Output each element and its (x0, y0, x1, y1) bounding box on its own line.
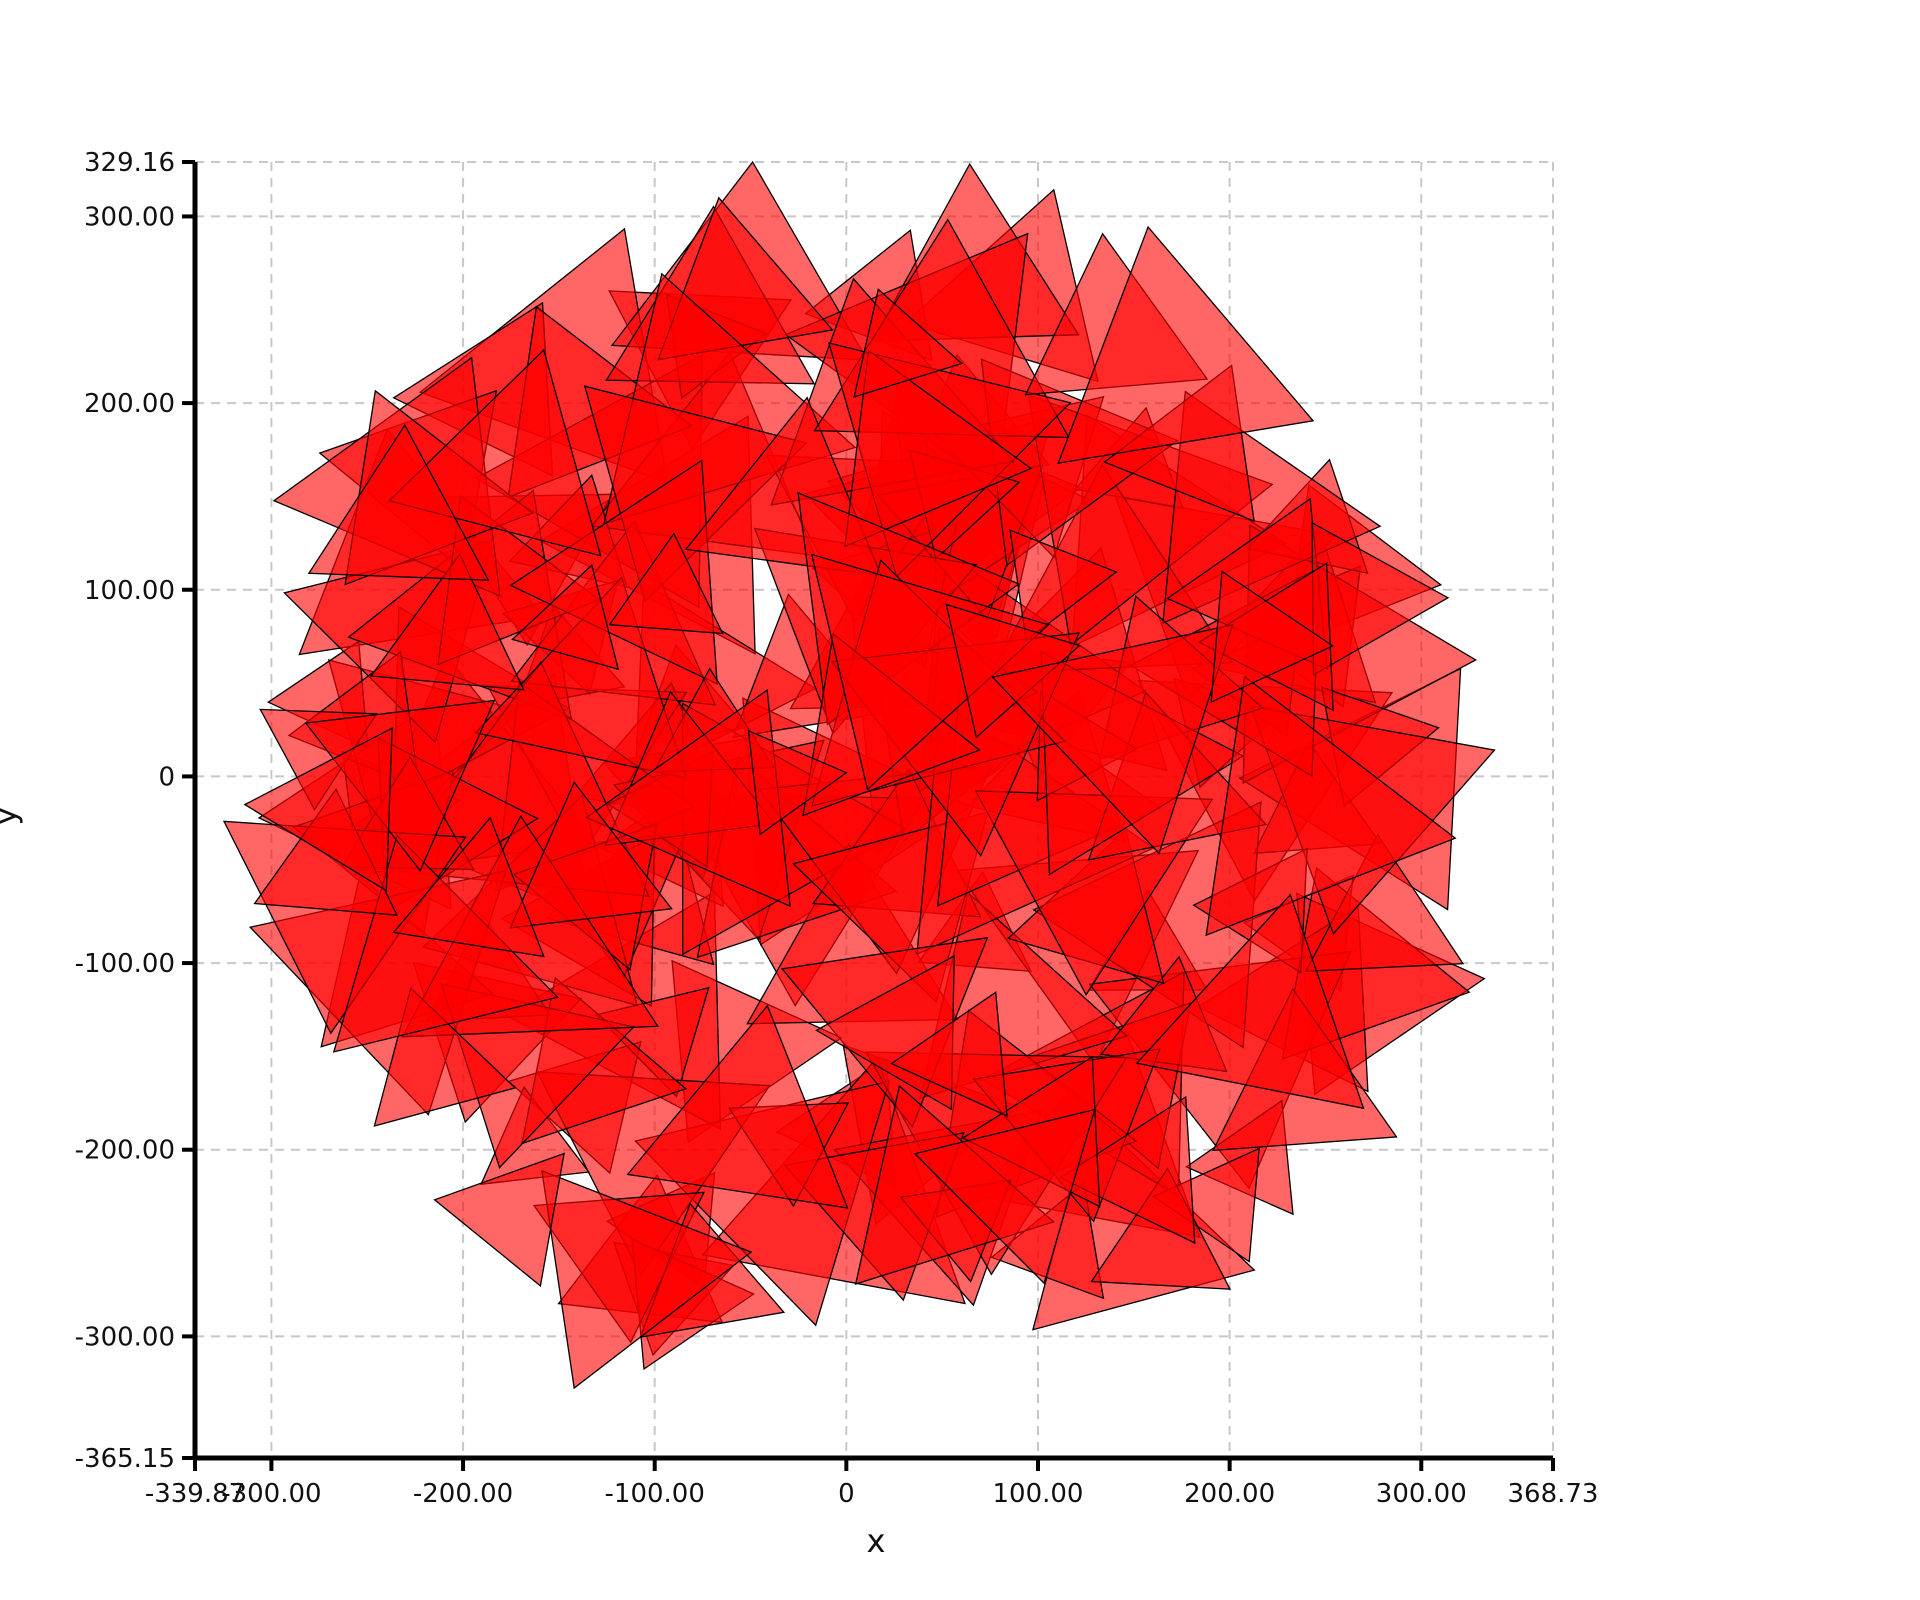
triangle-marker (608, 532, 724, 635)
triangle-marker (626, 1004, 849, 1209)
triangle-marker (307, 423, 490, 581)
triangle-marker (890, 991, 1008, 1117)
triangle-marker (1057, 225, 1315, 464)
y-tick-label: 0 (158, 762, 175, 792)
y-tick-label: 300.00 (84, 202, 175, 232)
triangle-marker (509, 781, 673, 929)
x-axis-ticks: -339.87-300.00 -200.00 -100.00 0 100.00 200.0… (145, 1458, 1599, 1509)
triangle-marker (1009, 529, 1118, 642)
triangle-marker (541, 1169, 753, 1390)
triangle-marker (1059, 1095, 1196, 1245)
triangle-marker (844, 349, 1033, 548)
x-axis-title: x (867, 1522, 886, 1560)
triangle-marker (1152, 1147, 1260, 1263)
triangle-marker (433, 1152, 565, 1288)
triangle-marker (1135, 893, 1365, 1110)
x-tick-label: 200.00 (1184, 1479, 1275, 1509)
y-axis-ticks: -365.15 -300.00 -200.00 -100.00 0 100.00 200.0… (75, 148, 195, 1474)
triangle-marker (991, 623, 1234, 855)
triangle-marker (1205, 675, 1457, 937)
y-tick-label: 329.16 (84, 148, 175, 178)
y-tick-label: 100.00 (84, 576, 175, 606)
y-tick-label: 200.00 (84, 389, 175, 419)
y-tick-label: -100.00 (75, 949, 175, 979)
axes (192, 162, 1553, 1461)
x-tick-label: -200.00 (413, 1479, 513, 1509)
triangle-marker (747, 729, 848, 836)
triangle-marker (243, 727, 393, 892)
triangle-marker (913, 1108, 1096, 1285)
x-tick-label: -300.00 (221, 1479, 321, 1509)
y-axis-title: y (0, 807, 24, 826)
triangle-marker (853, 288, 964, 398)
x-tick-label: -339.87 (145, 1479, 245, 1509)
y-tick-label: -365.15 (75, 1444, 175, 1474)
x-tick-label: 100.00 (992, 1479, 1083, 1509)
x-tick-label: 300.00 (1376, 1479, 1467, 1509)
y-tick-label: -200.00 (75, 1136, 175, 1166)
triangle-marker (810, 553, 1050, 791)
y-tick-label: -300.00 (75, 1322, 175, 1352)
triangle-marker (1210, 570, 1335, 704)
triangle-marker (369, 552, 525, 691)
x-tick-label: -100.00 (605, 1479, 705, 1509)
triangle-marker (511, 563, 620, 671)
x-tick-label: 0 (838, 1479, 855, 1509)
triangle-marker (1090, 1167, 1232, 1290)
triangle-markers (222, 160, 1496, 1390)
x-tick-label: 368.73 (1508, 1479, 1599, 1509)
triangle-marker (392, 816, 545, 958)
